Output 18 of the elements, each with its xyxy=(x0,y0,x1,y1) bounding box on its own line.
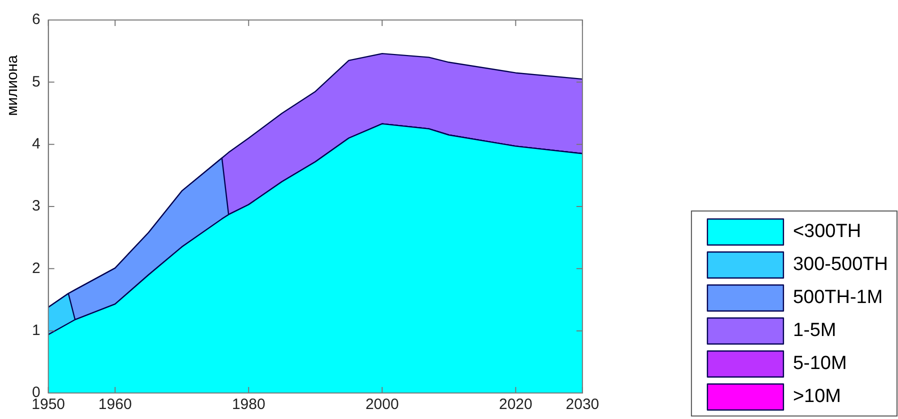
x-tick-label: 1980 xyxy=(232,396,266,414)
legend-label: 300-500TH xyxy=(792,254,888,276)
y-tick-label: 3 xyxy=(32,198,40,215)
y-tick-label: 2 xyxy=(32,260,40,277)
legend-label: 5-10M xyxy=(792,353,847,374)
y-axis-title: милиона xyxy=(4,54,21,116)
x-tick-label: 2030 xyxy=(566,396,600,414)
x-tick-label: 2000 xyxy=(365,396,399,414)
y-tick-label: 4 xyxy=(32,135,40,152)
legend-label: 500TH-1M xyxy=(792,287,883,308)
legend-label: >10M xyxy=(792,386,842,408)
legend-label: 1-5M xyxy=(792,320,836,342)
x-tick-label: 2020 xyxy=(498,396,532,414)
x-tick-label: 1960 xyxy=(98,396,132,414)
y-tick-label: 1 xyxy=(32,322,40,339)
legend-label: <300TH xyxy=(792,221,862,242)
y-tick-label: 5 xyxy=(32,73,40,90)
y-tick-label: 6 xyxy=(32,11,40,28)
